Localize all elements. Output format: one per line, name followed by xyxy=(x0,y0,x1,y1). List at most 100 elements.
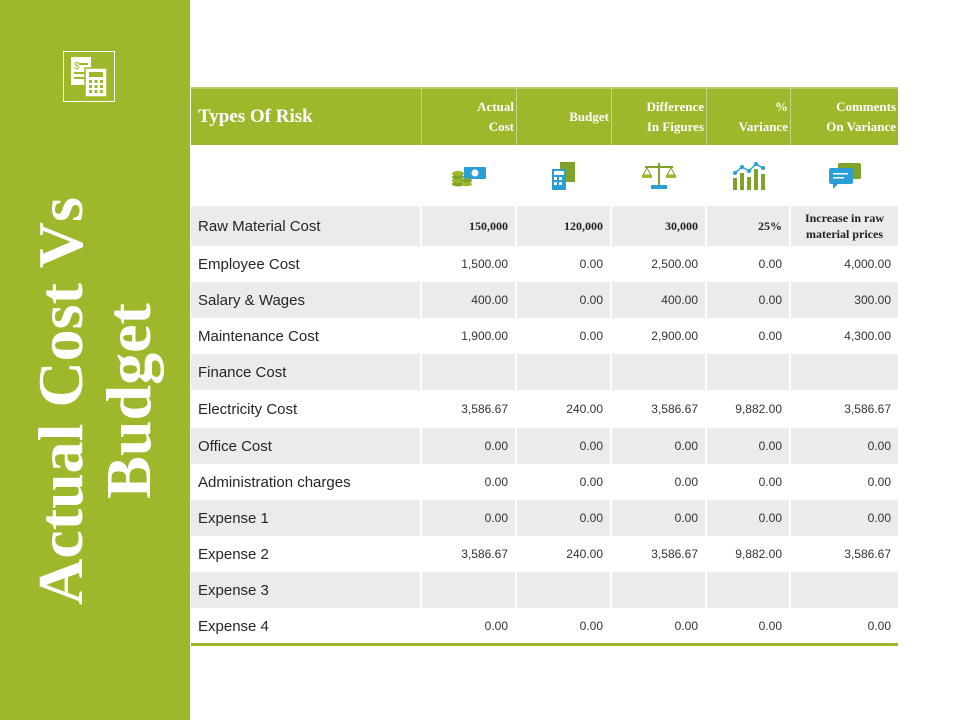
row-label: Electricity Cost xyxy=(191,390,422,428)
header-types-of-risk: Types Of Risk xyxy=(191,89,422,145)
variance-cell xyxy=(707,354,791,390)
variance-cell: 0.00 xyxy=(707,246,791,282)
difference-cell xyxy=(612,354,707,390)
comments-cell: 0.00 xyxy=(867,619,891,633)
variance-cell: 0.00 xyxy=(707,428,791,464)
table-row: Employee Cost 1,500.00 0.00 2,500.00 0.0… xyxy=(191,246,898,282)
row-label: Raw Material Cost xyxy=(191,206,422,246)
header-difference: Difference In Figures xyxy=(612,89,707,145)
actual-cost-cell: 0.00 xyxy=(422,608,517,644)
row-label: Salary & Wages xyxy=(191,282,422,318)
table-row: Expense 2 3,586.67 240.00 3,586.67 9,882… xyxy=(191,536,898,572)
table-row: Finance Cost xyxy=(191,354,898,390)
comments-cell: 0.00 xyxy=(867,439,891,453)
table-row: Electricity Cost 3,586.67 240.00 3,586.6… xyxy=(191,390,898,428)
page-title-line-2: Budget xyxy=(93,303,164,499)
calculator-document-icon xyxy=(517,145,612,206)
icon-row xyxy=(191,145,898,206)
variance-cell: 25% xyxy=(707,206,791,246)
budget-cell: 0.00 xyxy=(517,282,612,318)
difference-cell: 0.00 xyxy=(612,500,707,536)
row-label: Expense 1 xyxy=(191,500,422,536)
variance-cell: 9,882.00 xyxy=(707,390,791,428)
actual-cost-cell: 3,586.67 xyxy=(422,390,517,428)
variance-cell xyxy=(707,572,791,608)
comments-cell xyxy=(791,572,898,608)
comments-cell xyxy=(791,354,898,390)
comments-cell: 3,586.67 xyxy=(844,402,891,416)
actual-cost-cell: 3,586.67 xyxy=(422,536,517,572)
bar-chart-icon xyxy=(707,145,791,206)
budget-cell: 0.00 xyxy=(517,428,612,464)
actual-cost-cell xyxy=(422,354,517,390)
comments-cell: Increase in raw material prices xyxy=(804,211,885,241)
comments-cell: 4,000.00 xyxy=(844,257,891,271)
header-variance: % Variance xyxy=(707,89,791,145)
table-row: Raw Material Cost 150,000 120,000 30,000… xyxy=(191,206,898,246)
comments-cell: 4,300.00 xyxy=(844,329,891,343)
budget-cell: 0.00 xyxy=(517,500,612,536)
actual-cost-cell: 0.00 xyxy=(422,428,517,464)
difference-cell: 3,586.67 xyxy=(612,390,707,428)
row-label: Expense 4 xyxy=(191,608,422,644)
table-row: Administration charges 0.00 0.00 0.00 0.… xyxy=(191,464,898,500)
actual-cost-cell: 150,000 xyxy=(422,206,517,246)
variance-cell: 0.00 xyxy=(707,608,791,644)
difference-cell: 2,900.00 xyxy=(612,318,707,354)
difference-cell: 30,000 xyxy=(612,206,707,246)
comments-cell: 0.00 xyxy=(867,511,891,525)
budget-cell: 0.00 xyxy=(517,246,612,282)
table-row: Salary & Wages 400.00 0.00 400.00 0.00 3… xyxy=(191,282,898,318)
page-title: Actual Cost Vs Budget xyxy=(25,171,164,631)
header-comments: Comments On Variance xyxy=(826,99,896,134)
table-row: Expense 1 0.00 0.00 0.00 0.00 0.00 xyxy=(191,500,898,536)
header-budget: Budget xyxy=(517,89,612,145)
table-header-row: Types Of Risk Actual Cost Budget Differe… xyxy=(191,87,898,145)
table-row: Expense 3 xyxy=(191,572,898,608)
row-label: Administration charges xyxy=(191,464,422,500)
difference-cell xyxy=(612,572,707,608)
budget-cell: 0.00 xyxy=(517,318,612,354)
row-label: Office Cost xyxy=(191,428,422,464)
row-label: Maintenance Cost xyxy=(191,318,422,354)
budget-cell: 240.00 xyxy=(517,390,612,428)
actual-cost-cell xyxy=(422,572,517,608)
budget-cell: 120,000 xyxy=(517,206,612,246)
row-label: Finance Cost xyxy=(191,354,422,390)
difference-cell: 0.00 xyxy=(612,608,707,644)
actual-cost-cell: 400.00 xyxy=(422,282,517,318)
budget-cell: 0.00 xyxy=(517,608,612,644)
comments-cell: 0.00 xyxy=(867,475,891,489)
actual-cost-cell: 1,900.00 xyxy=(422,318,517,354)
coins-money-icon xyxy=(422,145,517,206)
row-label: Employee Cost xyxy=(191,246,422,282)
actual-cost-cell: 0.00 xyxy=(422,464,517,500)
budget-cell xyxy=(517,572,612,608)
difference-cell: 2,500.00 xyxy=(612,246,707,282)
budget-cell xyxy=(517,354,612,390)
page-title-line-1: Actual Cost Vs xyxy=(25,197,96,605)
comments-cell: 300.00 xyxy=(854,293,891,307)
table-row: Expense 4 0.00 0.00 0.00 0.00 0.00 xyxy=(191,608,898,644)
variance-cell: 0.00 xyxy=(707,318,791,354)
row-label: Expense 2 xyxy=(191,536,422,572)
variance-cell: 9,882.00 xyxy=(707,536,791,572)
difference-cell: 3,586.67 xyxy=(612,536,707,572)
balance-scale-icon xyxy=(612,145,707,206)
row-label: Expense 3 xyxy=(191,572,422,608)
chat-bubble-icon xyxy=(791,145,898,206)
variance-cell: 0.00 xyxy=(707,464,791,500)
difference-cell: 0.00 xyxy=(612,428,707,464)
difference-cell: 0.00 xyxy=(612,464,707,500)
difference-cell: 400.00 xyxy=(612,282,707,318)
budget-cell: 240.00 xyxy=(517,536,612,572)
variance-cell: 0.00 xyxy=(707,282,791,318)
title-sidebar: $ Actual Cost Vs Budget xyxy=(0,0,190,720)
actual-cost-cell: 1,500.00 xyxy=(422,246,517,282)
header-actual-cost: Actual Cost xyxy=(422,89,517,145)
table-row: Office Cost 0.00 0.00 0.00 0.00 0.00 xyxy=(191,428,898,464)
comments-cell: 3,586.67 xyxy=(844,547,891,561)
icon-row-spacer xyxy=(191,145,422,206)
svg-text:$: $ xyxy=(74,61,80,72)
actual-cost-cell: 0.00 xyxy=(422,500,517,536)
